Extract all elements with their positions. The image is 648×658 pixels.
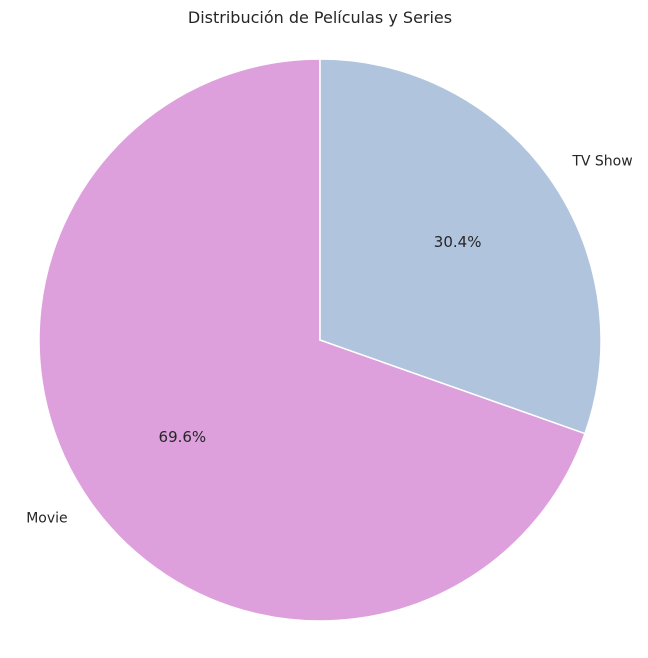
pie-slice-tv-show [319,58,602,435]
category-label-movie: Movie [26,511,67,527]
pie-labels: Movie 69.6% TV Show 30.4% [26,153,632,526]
pie-slices [38,58,602,622]
chart-title: Distribución de Películas y Series [188,8,452,27]
pie-slice-movie [38,58,586,622]
percent-label-tv-show: 30.4% [434,233,482,251]
category-label-tv-show: TV Show [571,153,632,169]
percent-label-movie: 69.6% [159,428,207,446]
